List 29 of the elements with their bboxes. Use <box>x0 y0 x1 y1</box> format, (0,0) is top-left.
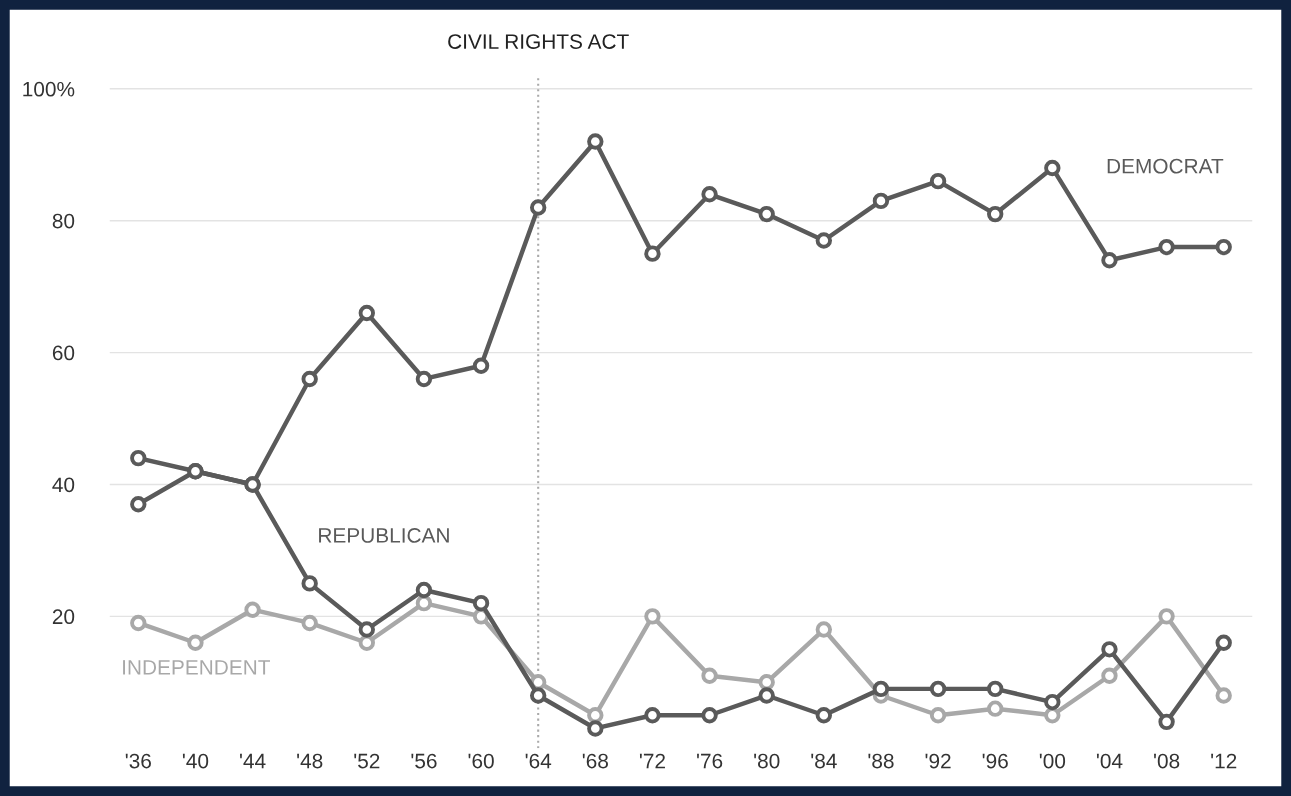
x-tick-label: '96 <box>982 753 1008 769</box>
x-tick-label: '48 <box>297 753 323 769</box>
x-tick-label: '88 <box>868 753 894 769</box>
text: DEMOCRAT <box>1107 158 1224 174</box>
x-tick-label: '64 <box>525 753 552 769</box>
x-tick-label: '36 <box>125 753 151 769</box>
series-label: REPUBLICAN <box>319 528 449 543</box>
x-tick-label: '52 <box>354 753 380 769</box>
x-tick-label: '04 <box>1096 753 1123 769</box>
x-tick-label: '56 <box>411 753 437 769</box>
x-tick-label: '80 <box>754 753 780 769</box>
x-tick-label: '00 <box>1039 753 1066 769</box>
y-tick-label: 100% <box>23 81 75 97</box>
x-tick-label: '76 <box>697 753 723 769</box>
x-tick-label: '44 <box>240 753 266 769</box>
x-tick-label: '72 <box>639 753 665 769</box>
x-tick-label: '60 <box>468 753 494 769</box>
ref-line-label: CIVIL RIGHTS ACT <box>448 34 629 49</box>
y-tick-label: 20 <box>52 609 75 625</box>
x-tick-label: '12 <box>1211 753 1237 769</box>
x-tick-label: '84 <box>811 753 837 769</box>
x-tick-label: '40 <box>182 753 209 769</box>
x-tick-label: '08 <box>1154 753 1180 769</box>
y-tick-label: 80 <box>52 213 75 229</box>
y-tick-label: 40 <box>52 477 75 493</box>
y-tick-label: 60 <box>52 345 75 361</box>
x-tick-label: '68 <box>582 753 608 769</box>
series-label: INDEPENDENT <box>123 660 271 675</box>
x-tick-label: '92 <box>925 753 951 769</box>
